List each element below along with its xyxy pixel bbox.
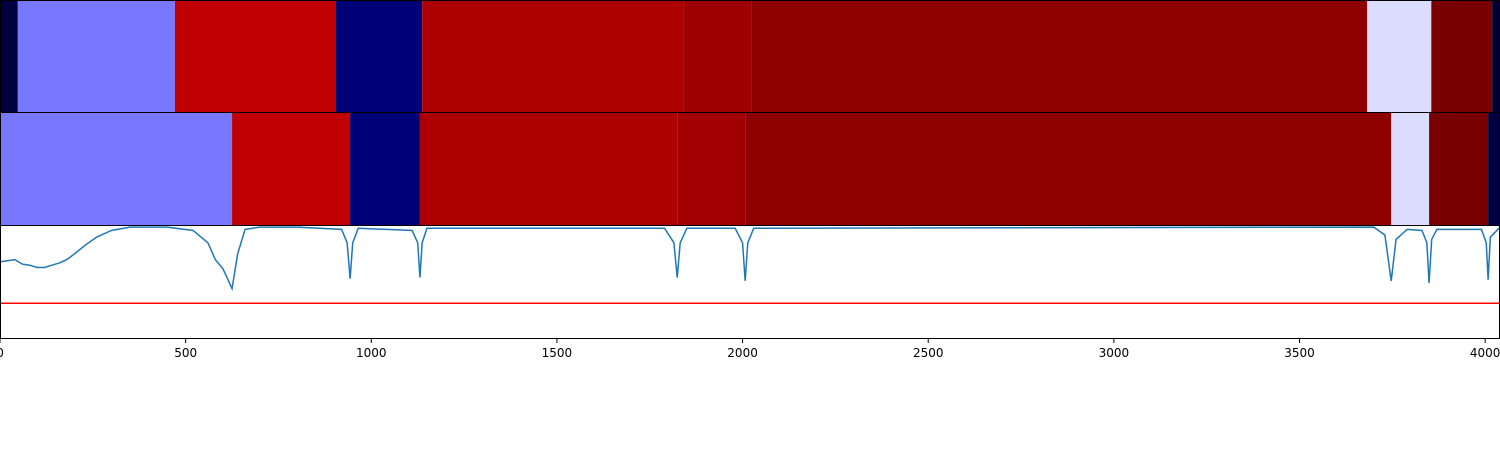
segment [0, 1, 18, 112]
signal-line [0, 226, 1500, 292]
x-tick-label: 1000 [356, 346, 387, 360]
segment [0, 113, 233, 225]
segment [745, 113, 1392, 225]
segment [232, 113, 351, 225]
x-tick-label: 4000 [1470, 346, 1500, 360]
segment [683, 1, 752, 112]
x-tick-label: 2000 [727, 346, 758, 360]
segment [677, 113, 746, 225]
segment [350, 113, 420, 225]
segment [174, 1, 337, 112]
x-tick-label: 3500 [1284, 346, 1315, 360]
segment [751, 1, 1368, 112]
segment [422, 1, 684, 112]
x-tick-label: 1500 [542, 346, 573, 360]
x-tick-label: 3000 [1099, 346, 1130, 360]
x-tick-label: 500 [174, 346, 197, 360]
segment [419, 113, 678, 225]
x-tick-label: 0 [0, 346, 4, 360]
segment [1367, 1, 1432, 112]
segment [1488, 113, 1500, 225]
segment [1492, 1, 1500, 112]
x-tick-label: 2500 [913, 346, 944, 360]
segment [17, 1, 175, 112]
segment [1391, 113, 1430, 225]
segment [336, 1, 423, 112]
segment [1431, 1, 1493, 112]
segment [1429, 113, 1489, 225]
